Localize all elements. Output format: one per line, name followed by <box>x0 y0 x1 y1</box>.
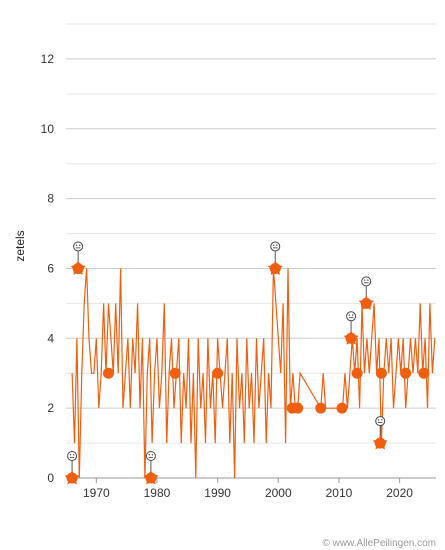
y-tick-label: 4 <box>47 331 54 345</box>
star-icon <box>143 470 159 485</box>
annotation-pointer <box>343 311 359 345</box>
star-icon <box>267 260 283 275</box>
x-tick-label: 1980 <box>144 486 171 500</box>
star-icon <box>70 260 86 275</box>
y-tick-label: 2 <box>47 401 54 415</box>
annotation-pointer <box>372 416 388 450</box>
data-point <box>102 367 114 379</box>
credit-text[interactable]: © www.AllePeilingen.com <box>322 538 436 549</box>
data-point <box>418 367 430 379</box>
data-point <box>212 367 224 379</box>
smiley-icon <box>73 241 84 252</box>
data-point <box>375 367 387 379</box>
data-point <box>315 402 327 414</box>
star-icon <box>372 435 388 450</box>
y-tick-labels: 0 2 4 6 8 10 12 <box>41 52 55 485</box>
data-point <box>336 402 348 414</box>
y-tick-label: 12 <box>41 52 55 66</box>
annotation-pointer <box>143 451 159 485</box>
smiley-icon <box>375 416 386 427</box>
x-tick-label: 1990 <box>204 486 231 500</box>
x-tick-label: 2010 <box>326 486 353 500</box>
y-tick-label: 6 <box>47 261 54 275</box>
annotation-pointer <box>70 241 86 275</box>
smiley-icon <box>346 311 357 322</box>
star-icon <box>64 470 80 485</box>
x-tick-label: 2000 <box>265 486 292 500</box>
data-point <box>351 367 363 379</box>
data-point <box>169 367 181 379</box>
data-point <box>400 367 412 379</box>
smiley-icon <box>361 276 372 287</box>
annotation-pointer <box>267 241 283 275</box>
data-point <box>292 402 304 414</box>
smiley-icon <box>67 451 78 461</box>
annotation-pointer <box>64 451 80 485</box>
smiley-icon <box>145 451 156 461</box>
grid <box>66 23 436 479</box>
annotation-pointer <box>358 276 374 310</box>
smiley-icon <box>270 241 281 252</box>
star-icon <box>358 295 374 310</box>
y-tick-label: 0 <box>47 471 54 485</box>
star-icon <box>343 330 359 345</box>
y-tick-label: 8 <box>47 192 54 206</box>
y-axis-title: zetels <box>13 230 27 261</box>
y-tick-label: 10 <box>41 122 55 136</box>
x-tick-label: 2020 <box>386 486 413 500</box>
x-tick-label: 1970 <box>83 486 110 500</box>
pointer-layer <box>64 241 388 485</box>
x-tick-labels: 1970 1980 1990 2000 2010 2020 <box>83 478 413 500</box>
